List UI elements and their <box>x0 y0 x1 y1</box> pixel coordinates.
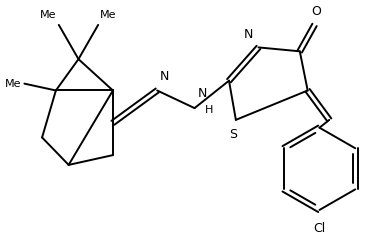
Text: N: N <box>198 87 207 100</box>
Text: N: N <box>244 27 254 41</box>
Text: H: H <box>204 105 213 115</box>
Text: N: N <box>160 70 169 83</box>
Text: Me: Me <box>40 10 57 20</box>
Text: Me: Me <box>100 10 117 20</box>
Text: Cl: Cl <box>313 222 326 235</box>
Text: Me: Me <box>5 79 21 89</box>
Text: S: S <box>229 128 237 141</box>
Text: O: O <box>311 5 322 18</box>
